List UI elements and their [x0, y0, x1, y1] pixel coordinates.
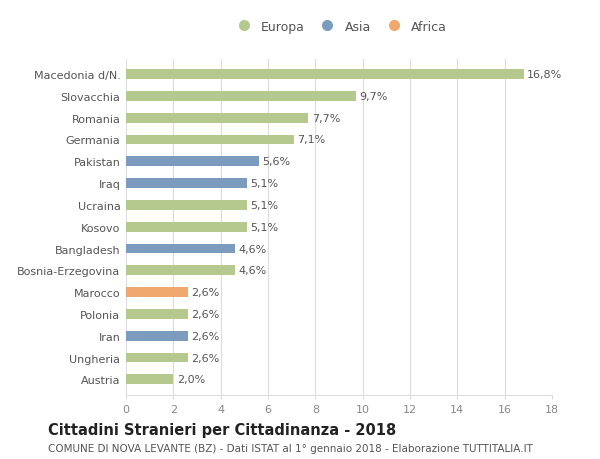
Text: 7,1%: 7,1% [298, 135, 326, 145]
Bar [126, 266, 235, 275]
Text: 5,1%: 5,1% [250, 222, 278, 232]
Text: 2,0%: 2,0% [177, 375, 205, 385]
Text: 2,6%: 2,6% [191, 287, 220, 297]
Bar [126, 331, 188, 341]
Text: 5,6%: 5,6% [262, 157, 290, 167]
Bar [126, 288, 188, 297]
Bar [126, 375, 173, 384]
Text: 5,1%: 5,1% [250, 179, 278, 189]
Text: Cittadini Stranieri per Cittadinanza - 2018: Cittadini Stranieri per Cittadinanza - 2… [48, 422, 396, 437]
Bar [126, 113, 308, 123]
Text: 9,7%: 9,7% [359, 92, 388, 101]
Text: 5,1%: 5,1% [250, 201, 278, 210]
Text: 4,6%: 4,6% [238, 244, 266, 254]
Bar [126, 157, 259, 167]
Text: 2,6%: 2,6% [191, 309, 220, 319]
Bar [126, 70, 524, 80]
Bar [126, 135, 294, 145]
Bar [126, 309, 188, 319]
Bar [126, 222, 247, 232]
Text: 2,6%: 2,6% [191, 331, 220, 341]
Text: 2,6%: 2,6% [191, 353, 220, 363]
Bar [126, 201, 247, 210]
Bar [126, 179, 247, 189]
Bar [126, 353, 188, 363]
Legend: Europa, Asia, Africa: Europa, Asia, Africa [226, 16, 452, 39]
Text: 16,8%: 16,8% [527, 70, 562, 80]
Bar [126, 92, 356, 101]
Text: COMUNE DI NOVA LEVANTE (BZ) - Dati ISTAT al 1° gennaio 2018 - Elaborazione TUTTI: COMUNE DI NOVA LEVANTE (BZ) - Dati ISTAT… [48, 443, 533, 453]
Text: 4,6%: 4,6% [238, 266, 266, 276]
Bar [126, 244, 235, 254]
Text: 7,7%: 7,7% [312, 113, 340, 123]
